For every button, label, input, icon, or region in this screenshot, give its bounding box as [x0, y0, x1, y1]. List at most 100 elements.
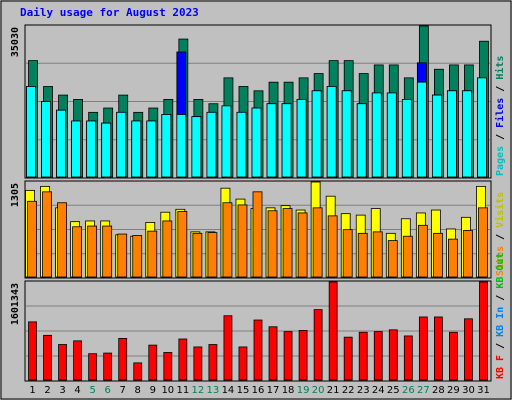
bar-top-pages-5	[86, 120, 97, 178]
bar-bot-kb-f-29	[449, 331, 458, 381]
bar-mid-sites-20	[312, 207, 323, 278]
bar-bot-kb-f-23	[358, 331, 368, 381]
bar-top-pages-26	[401, 99, 412, 178]
bar-top-pages-6	[101, 122, 112, 178]
day-label-17: 17	[267, 385, 280, 396]
right-label-part: /	[495, 228, 506, 246]
bar-mid-sites-19	[297, 212, 308, 278]
bar-mid-sites-30	[463, 230, 473, 278]
bar-top-pages-11	[176, 114, 187, 178]
bar-top-pages-29	[447, 90, 457, 178]
day-label-20: 20	[312, 385, 325, 396]
day-label-10: 10	[161, 385, 174, 396]
bar-top-pages-12	[191, 116, 202, 178]
day-label-5: 5	[89, 385, 95, 396]
bar-mid-sites-24	[372, 231, 383, 278]
bar-mid-sites-9	[147, 230, 158, 278]
day-label-4: 4	[74, 385, 80, 396]
bar-top-pages-16	[251, 107, 262, 178]
bar-mid-sites-25	[387, 240, 398, 278]
bar-bot-kb-f-13	[208, 344, 218, 381]
day-label-18: 18	[282, 385, 295, 396]
day-label-26: 26	[402, 385, 415, 396]
bar-top-pages-13	[206, 111, 217, 178]
bar-bot-kb-f-20	[313, 309, 323, 381]
bar-mid-sites-23	[357, 232, 368, 278]
bar-top-pages-23	[356, 103, 367, 178]
day-label-13: 13	[207, 385, 220, 396]
bar-mid-sites-5	[87, 225, 98, 278]
right-label-bot: KB F / KB In / KB Out	[495, 253, 506, 379]
right-label-part: Sites	[494, 246, 506, 276]
bar-top-pages-14	[221, 105, 232, 178]
bar-mid-sites-6	[102, 225, 113, 278]
bar-mid-sites-21	[327, 215, 338, 278]
bar-mid-sites-31	[478, 207, 488, 278]
bar-bot-kb-f-11	[178, 338, 188, 381]
right-label-part: /	[495, 128, 506, 146]
bar-bot-kb-f-9	[148, 344, 158, 381]
bar-mid-sites-22	[342, 229, 353, 278]
bar-mid-sites-8	[132, 235, 143, 278]
bar-mid-sites-10	[162, 220, 173, 278]
right-label-part: KB In	[495, 307, 506, 337]
scale-label-bot: 1601343	[10, 283, 21, 325]
bar-top-pages-8	[131, 120, 142, 178]
bar-top-pages-15	[236, 111, 247, 178]
day-label-30: 30	[462, 385, 475, 396]
bar-mid-sites-1	[27, 200, 37, 278]
bar-bot-kb-f-27	[418, 316, 428, 381]
bar-top-pages-20	[311, 90, 322, 178]
day-label-11: 11	[176, 385, 189, 396]
bar-top-pages-18	[281, 103, 292, 178]
bar-mid-sites-3	[57, 202, 67, 278]
right-label-part: Hits	[494, 56, 506, 80]
bar-bot-kb-f-12	[193, 346, 203, 381]
bar-bot-kb-f-10	[163, 352, 173, 381]
bar-top-pages-30	[462, 90, 472, 178]
right-label-part: Visits	[494, 192, 506, 228]
bar-bot-kb-f-25	[388, 329, 398, 381]
bar-bot-kb-f-22	[343, 336, 353, 381]
day-label-2: 2	[44, 385, 50, 396]
day-label-3: 3	[59, 385, 65, 396]
day-label-16: 16	[252, 385, 265, 396]
bar-mid-sites-16	[252, 191, 263, 278]
bar-mid-sites-12	[192, 232, 203, 278]
bar-top-pages-4	[71, 120, 82, 178]
bar-bot-kb-f-26	[403, 335, 413, 381]
bar-top-pages-7	[116, 111, 127, 178]
bar-top-pages-28	[431, 94, 442, 178]
day-label-7: 7	[120, 385, 126, 396]
day-label-12: 12	[192, 385, 205, 396]
bar-bot-kb-f-16	[253, 319, 263, 381]
day-label-29: 29	[447, 385, 460, 396]
right-label-mid: Sites / Visits	[494, 192, 506, 276]
right-label-part: Files	[494, 98, 506, 128]
bar-bot-kb-f-24	[373, 331, 383, 381]
day-label-23: 23	[357, 385, 370, 396]
bar-bot-kb-f-15	[238, 346, 248, 381]
bar-mid-sites-7	[117, 233, 128, 278]
right-label-part: KB F	[495, 355, 506, 379]
day-label-15: 15	[237, 385, 250, 396]
bar-bot-kb-f-6	[103, 352, 113, 381]
bar-mid-sites-14	[222, 202, 233, 278]
bar-top-pages-10	[161, 114, 172, 178]
bar-mid-sites-15	[237, 204, 248, 278]
bar-bot-kb-f-5	[88, 353, 98, 381]
bar-bot-kb-f-19	[298, 330, 308, 381]
bar-top-pages-19	[296, 99, 307, 178]
day-label-22: 22	[342, 385, 355, 396]
bar-bot-kb-f-28	[433, 316, 443, 381]
bar-top-pages-27	[416, 81, 427, 178]
bar-bot-kb-f-8	[133, 362, 143, 381]
bar-bot-kb-f-7	[118, 337, 128, 381]
bar-top-pages-2	[41, 101, 51, 178]
bar-bot-kb-f-31	[479, 281, 488, 381]
bar-mid-sites-26	[402, 235, 413, 278]
bar-bot-kb-f-21	[328, 281, 338, 381]
bar-top-pages-21	[326, 86, 337, 178]
